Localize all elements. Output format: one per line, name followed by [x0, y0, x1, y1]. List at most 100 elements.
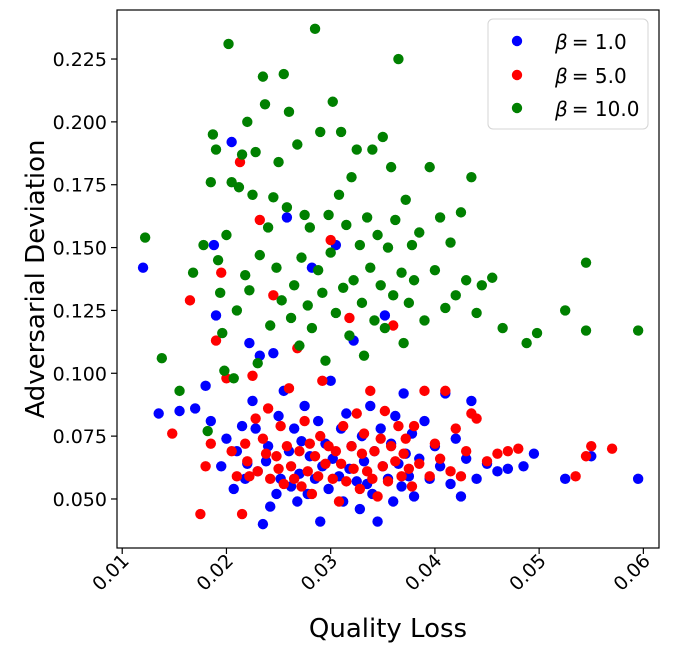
- point-beta-10-9: [212, 254, 224, 266]
- point-beta-10-89: [429, 265, 441, 276]
- point-beta-10-35: [278, 68, 289, 80]
- point-beta-10-83: [403, 297, 415, 309]
- point-beta-5-51: [341, 476, 352, 487]
- legend-label-beta-10: β = 10.0: [554, 97, 639, 121]
- point-beta-5-67: [382, 476, 394, 487]
- point-beta-10-65: [356, 297, 368, 309]
- point-beta-1-1: [153, 408, 164, 419]
- point-beta-1-86: [445, 478, 456, 490]
- point-beta-1-81: [419, 415, 430, 427]
- point-beta-5-79: [419, 385, 430, 397]
- point-beta-1-3: [189, 403, 201, 414]
- point-beta-1-87: [450, 433, 461, 444]
- point-beta-10-16: [228, 373, 239, 384]
- point-beta-10-87: [419, 315, 430, 326]
- point-beta-10-45: [304, 222, 316, 233]
- legend-marker-beta-1: [511, 35, 523, 47]
- point-beta-5-94: [570, 471, 581, 482]
- point-beta-10-73: [377, 131, 388, 143]
- point-beta-1-25: [268, 347, 279, 359]
- point-beta-10-48: [312, 265, 324, 276]
- point-beta-5-80: [424, 471, 435, 482]
- plot-frame: [116, 9, 660, 549]
- point-beta-10-27: [257, 71, 269, 82]
- point-beta-1-16: [244, 337, 255, 349]
- point-beta-1-95: [518, 461, 529, 472]
- y-tick-label: 0.125: [53, 300, 107, 322]
- point-beta-10-103: [559, 305, 571, 316]
- point-beta-5-73: [398, 448, 409, 459]
- point-beta-10-62: [348, 275, 359, 286]
- point-beta-10-63: [351, 144, 362, 155]
- point-beta-5-13: [242, 456, 253, 467]
- point-beta-10-29: [262, 222, 274, 233]
- point-beta-5-89: [471, 413, 482, 424]
- point-beta-10-60: [344, 330, 355, 341]
- legend-value-beta-5: = 5.0: [572, 64, 627, 88]
- point-beta-5-0: [167, 428, 178, 439]
- point-beta-5-71: [393, 420, 404, 432]
- point-beta-10-61: [346, 171, 357, 183]
- point-beta-5-57: [356, 448, 368, 459]
- point-beta-5-50: [337, 420, 349, 432]
- legend-label-beta-5: β = 5.0: [554, 64, 627, 88]
- point-beta-10-66: [358, 350, 370, 361]
- point-beta-5-86: [455, 471, 467, 482]
- point-beta-10-15: [226, 177, 237, 188]
- point-beta-1-97: [559, 473, 571, 485]
- point-beta-1-58: [354, 503, 366, 515]
- point-beta-10-56: [333, 189, 345, 200]
- point-beta-5-8: [226, 446, 237, 457]
- point-beta-5-27: [278, 478, 289, 490]
- point-beta-5-74: [400, 433, 411, 444]
- point-beta-10-77: [388, 290, 399, 301]
- point-beta-10-11: [217, 327, 228, 339]
- point-beta-1-8: [216, 461, 227, 472]
- point-beta-10-17: [231, 305, 243, 316]
- point-beta-10-52: [323, 209, 334, 221]
- point-beta-10-67: [361, 212, 373, 223]
- point-beta-10-75: [382, 242, 394, 253]
- point-beta-5-66: [379, 405, 391, 417]
- point-beta-5-36: [302, 466, 313, 477]
- point-beta-5-38: [306, 488, 318, 500]
- point-beta-10-71: [372, 229, 383, 241]
- legend-label-beta-1: β = 1.0: [554, 30, 627, 54]
- point-beta-10-12: [219, 365, 230, 376]
- point-beta-5-25: [273, 463, 284, 475]
- point-beta-1-6: [208, 239, 220, 251]
- point-beta-1-96: [528, 448, 540, 459]
- point-beta-10-1: [156, 352, 168, 364]
- point-beta-10-22: [244, 285, 255, 296]
- point-beta-5-14: [244, 471, 255, 482]
- point-beta-1-72: [390, 410, 401, 422]
- point-beta-5-91: [492, 448, 503, 459]
- point-beta-1-17: [247, 395, 258, 407]
- y-tick-label: 0.200: [53, 112, 107, 134]
- point-beta-10-59: [341, 219, 352, 231]
- point-beta-1-33: [288, 423, 300, 434]
- legend-marker-beta-5: [511, 69, 523, 81]
- point-beta-1-42: [312, 415, 324, 427]
- point-beta-10-92: [445, 237, 456, 248]
- point-beta-5-62: [369, 446, 380, 457]
- point-beta-10-104: [580, 257, 592, 268]
- point-beta-10-106: [632, 325, 644, 336]
- point-beta-5-31: [288, 473, 300, 485]
- point-beta-1-91: [471, 473, 482, 485]
- y-tick-label: 0.100: [53, 363, 107, 385]
- point-beta-5-5: [210, 335, 222, 346]
- point-beta-10-2: [174, 385, 185, 397]
- point-beta-10-82: [400, 194, 411, 206]
- point-beta-5-97: [606, 443, 618, 454]
- point-beta-1-66: [375, 423, 386, 434]
- point-beta-1-68: [379, 310, 391, 321]
- point-beta-5-52: [344, 312, 355, 324]
- point-beta-10-4: [198, 239, 209, 251]
- point-beta-10-93: [450, 290, 461, 301]
- point-beta-10-81: [398, 337, 409, 349]
- y-axis-label: Adversarial Deviation: [21, 139, 51, 418]
- point-beta-10-84: [406, 239, 418, 251]
- point-beta-10-13: [221, 229, 232, 241]
- point-beta-1-65: [372, 516, 383, 527]
